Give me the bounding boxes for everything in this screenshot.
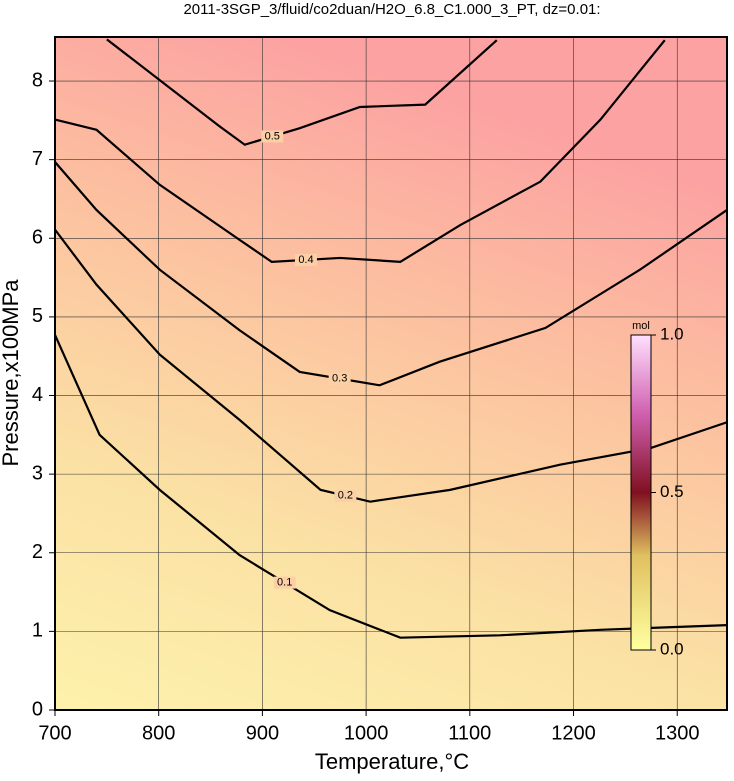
chart-title: 2011-3SGP_3/fluid/co2duan/H2O_6.8_C1.000…: [183, 1, 600, 18]
plot-background: [55, 37, 727, 710]
colorbar-tick-label: 0.5: [660, 482, 684, 501]
x-tick-label: 1300: [655, 722, 700, 744]
x-tick-label: 700: [38, 722, 71, 744]
x-tick-label: 1100: [448, 722, 491, 744]
contour-label: 0.5: [265, 130, 280, 142]
y-tick-label: 8: [32, 69, 43, 91]
y-tick-label: 7: [32, 148, 43, 170]
x-axis-label: Temperature,°C: [315, 749, 469, 774]
grid: [49, 37, 727, 716]
contour-label: 0.4: [298, 254, 313, 266]
x-tick-label: 800: [142, 722, 175, 744]
x-tick-label: 1200: [551, 722, 596, 744]
contour-line: [54, 39, 666, 263]
contour-label-bg: [261, 130, 284, 143]
contour-label-bg: [328, 372, 351, 385]
contour-line: [53, 334, 728, 639]
y-tick-label: 2: [32, 541, 43, 563]
x-tick-label: 1000: [344, 722, 389, 744]
contour-line: [106, 38, 498, 146]
colorbar-label: mol: [632, 320, 650, 332]
colorbar-tick-label: 0.0: [660, 639, 684, 658]
y-tick-label: 0: [32, 698, 43, 720]
contour-label-bg: [334, 489, 357, 502]
contours: 0.1 0.2 0.3 0.4 0.5: [53, 38, 728, 639]
colorbar-scale: [630, 334, 652, 651]
y-tick-label: 4: [32, 384, 43, 406]
contour-label: 0.3: [332, 373, 347, 385]
colorbar-tick-label: 1.0: [660, 324, 684, 343]
x-tick-label: 900: [246, 722, 279, 744]
contour-label-bg: [273, 576, 296, 589]
y-axis-label: Pressure,x100MPa: [0, 279, 23, 467]
y-tick-label: 5: [32, 305, 43, 327]
contour-label: 0.2: [338, 490, 353, 502]
y-tick-label: 1: [32, 620, 43, 642]
contour-label: 0.1: [277, 577, 292, 589]
y-tick-label: 6: [32, 227, 43, 249]
plot-frame: [54, 36, 728, 711]
colorbar: mol 0.0 0.5 1.0: [630, 320, 684, 658]
y-tick-label: 3: [32, 462, 43, 484]
contour-label-bg: [294, 253, 317, 266]
